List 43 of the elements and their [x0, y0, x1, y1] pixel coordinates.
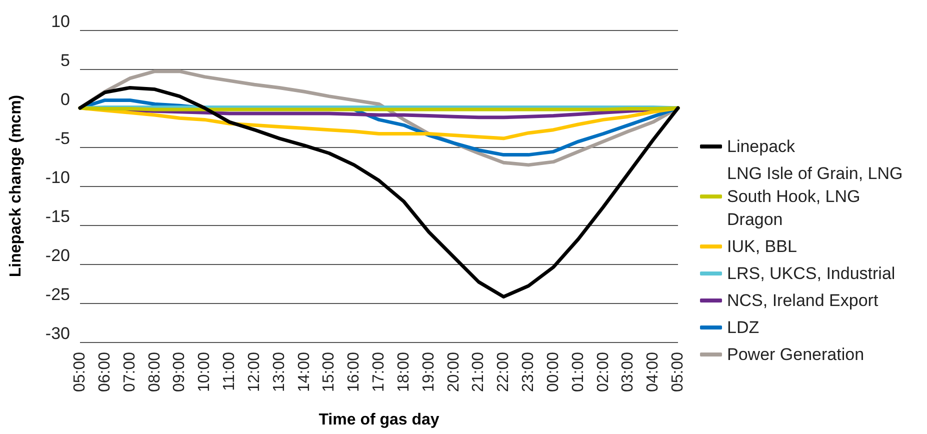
legend-label: Linepack — [727, 137, 796, 156]
y-tick-label: 10 — [51, 12, 70, 31]
x-tick-label: 18:00 — [395, 352, 412, 392]
x-tick-label: 13:00 — [270, 352, 288, 392]
y-tick-label: 5 — [60, 51, 70, 70]
x-tick-label: 01:00 — [570, 352, 587, 392]
y-tick-label: -5 — [54, 129, 70, 148]
legend-label: Power Generation — [727, 345, 864, 364]
x-tick-label: 04:00 — [644, 352, 662, 392]
x-tick-label: 00:00 — [544, 352, 562, 392]
x-tick-label: 22:00 — [495, 352, 512, 392]
y-tick-label: -25 — [45, 285, 70, 304]
legend-label: LRS, UKCS, Industrial — [727, 264, 896, 283]
x-tick-label: 23:00 — [520, 352, 537, 392]
legend-label: LNG Isle of Grain, LNG South Hook, LNG Dragon — [727, 164, 908, 229]
x-tick-label: 11:00 — [221, 352, 238, 391]
x-tick-label: 06:00 — [96, 352, 114, 392]
x-tick-label: 09:00 — [171, 352, 188, 392]
y-tick-label: -30 — [45, 324, 70, 343]
x-tick-label: 21:00 — [470, 352, 488, 392]
y-tick-label: -20 — [45, 246, 70, 265]
x-tick-label: 03:00 — [620, 352, 637, 392]
x-tick-label: 12:00 — [246, 352, 263, 392]
y-tick-label: 0 — [60, 90, 70, 109]
x-tick-label: 10:00 — [196, 352, 214, 392]
x-tick-label: 02:00 — [594, 352, 612, 392]
x-tick-label: 15:00 — [320, 352, 338, 392]
x-tick-label: 17:00 — [370, 352, 388, 392]
x-tick-label: 07:00 — [121, 352, 138, 392]
x-tick-label: 20:00 — [445, 352, 462, 392]
x-tick-label: 08:00 — [146, 352, 164, 392]
x-tick-label: 19:00 — [420, 352, 438, 392]
y-tick-label: -15 — [45, 207, 70, 226]
legend-label: IUK, BBL — [727, 237, 797, 256]
x-tick-label: 14:00 — [296, 352, 313, 392]
y-axis-title: Linepack change (mcm) — [8, 94, 24, 278]
x-axis-title: Time of gas day — [318, 412, 440, 428]
x-tick-label: 05:00 — [72, 352, 88, 392]
legend-label: LDZ — [727, 318, 760, 337]
x-tick-label: 16:00 — [346, 352, 363, 392]
x-tick-label: 05:00 — [670, 352, 686, 392]
legend-label: NCS, Ireland Export — [727, 291, 878, 310]
y-tick-label: -10 — [45, 168, 70, 187]
